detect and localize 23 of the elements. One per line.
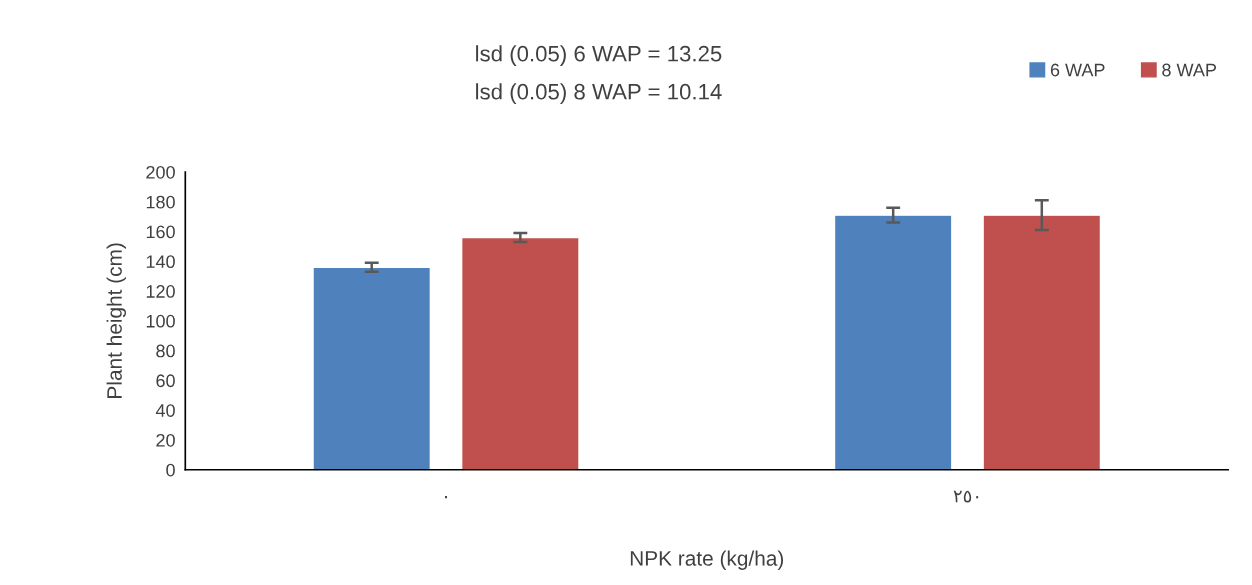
y-tick-label: 0 — [166, 463, 175, 477]
text: lsd (0.05) 8 WAP = 10.14 — [476, 83, 722, 104]
y-tick-label: 180 — [146, 195, 175, 209]
y-tick-label: 80 — [156, 344, 175, 358]
y-tick-label: 100 — [146, 314, 175, 328]
y-tick-label: 140 — [146, 255, 175, 269]
y-tick-label: 60 — [156, 374, 175, 388]
y-axis-title: Plant height (cm) — [106, 243, 127, 398]
y-tick-label: 160 — [146, 225, 175, 239]
bar — [312, 266, 432, 470]
x-axis-title: NPK rate (kg/ha) — [630, 550, 784, 570]
x-tick-label: ٢٥٠ — [953, 490, 979, 503]
bar — [982, 214, 1102, 470]
x-tick-label: ٠ — [445, 496, 447, 499]
y-tick-label: 40 — [155, 404, 175, 417]
bar — [833, 214, 953, 470]
bar — [460, 236, 580, 470]
text: lsd (0.05) 6 WAP = 13.25 — [476, 45, 722, 66]
legend-label: 6 WAP — [1050, 63, 1105, 77]
legend-label: 8 WAP — [1162, 63, 1217, 77]
y-tick-label: 20 — [156, 433, 175, 447]
y-tick-label: 200 — [146, 165, 175, 179]
y-tick-label: 120 — [146, 285, 175, 298]
